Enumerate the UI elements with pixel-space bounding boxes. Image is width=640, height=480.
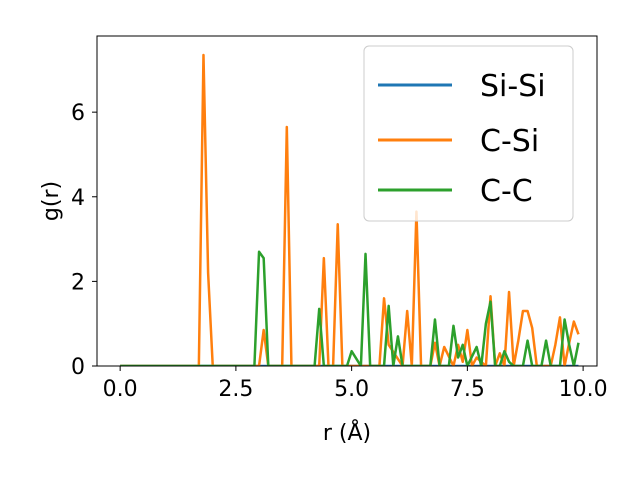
- series-line-c-c: [120, 250, 580, 366]
- y-tick-label: 6: [71, 101, 85, 126]
- legend-box: [363, 45, 574, 222]
- x-axis-ticks: 0.0 2.5 5.0 7.5 10.0: [103, 366, 608, 402]
- y-tick-label: 4: [71, 186, 85, 211]
- legend-label-c-si: C-Si: [480, 124, 539, 159]
- x-tick-label: 0.0: [103, 377, 138, 402]
- series-layer: [120, 53, 580, 366]
- y-axis-ticks: 0 2 4 6: [71, 101, 97, 380]
- legend: Si-Si C-Si C-C: [363, 45, 574, 222]
- y-axis-label: g(r): [39, 181, 64, 221]
- x-axis-label: r (Å): [323, 419, 371, 446]
- plot-frame: [96, 35, 598, 367]
- legend-label-c-c: C-C: [480, 174, 533, 209]
- x-tick-label: 2.5: [218, 377, 253, 402]
- x-tick-label: 10.0: [559, 377, 608, 402]
- y-tick-label: 0: [71, 355, 85, 380]
- x-tick-label: 7.5: [450, 377, 485, 402]
- x-tick-label: 5.0: [334, 377, 369, 402]
- y-tick-label: 2: [71, 270, 85, 295]
- legend-label-si-si: Si-Si: [480, 69, 546, 104]
